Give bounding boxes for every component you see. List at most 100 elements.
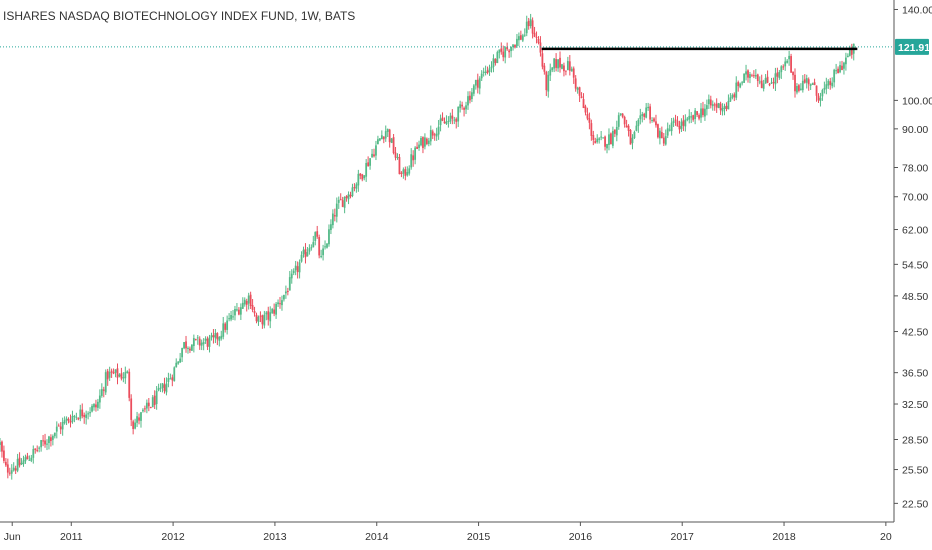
candle-body <box>261 315 264 325</box>
candle-body <box>514 44 516 48</box>
candle-body <box>377 139 379 145</box>
candle-body <box>106 370 109 380</box>
candle-body <box>283 294 285 300</box>
candle-body <box>788 55 791 60</box>
candle-body <box>731 95 734 98</box>
y-tick-label: 90.00 <box>902 124 928 136</box>
candle-body <box>711 104 714 107</box>
candle-body <box>525 21 528 34</box>
candle-body <box>320 255 323 257</box>
y-tick-label: 62.00 <box>902 225 928 237</box>
candle-body <box>613 129 616 134</box>
candle-body <box>668 129 671 131</box>
y-tick-label: 25.50 <box>902 465 928 477</box>
candle-body <box>688 115 691 120</box>
candle-body <box>161 383 164 388</box>
candle-body <box>764 77 767 84</box>
candle-body <box>563 65 565 72</box>
candle-body <box>527 20 530 27</box>
candle-body <box>733 94 736 98</box>
candle-body <box>333 215 336 217</box>
candle-body <box>210 335 213 338</box>
candle-body <box>611 131 614 146</box>
candle-body <box>192 338 195 347</box>
candle-body <box>20 462 23 465</box>
candle-body <box>657 124 659 138</box>
candle-body <box>805 77 808 83</box>
candle-body <box>545 71 548 91</box>
candle-body <box>672 120 675 123</box>
candle-body <box>617 115 620 127</box>
candle-body <box>829 81 832 85</box>
candle-body <box>173 367 176 382</box>
candle-body <box>825 84 828 89</box>
candle-body <box>398 157 401 175</box>
x-tick-label: 2015 <box>467 531 491 543</box>
candle-body <box>98 395 101 403</box>
candle-body <box>574 78 577 89</box>
candle-body <box>73 415 76 417</box>
candle-body <box>709 99 712 106</box>
candle-body <box>680 121 683 129</box>
candle-body <box>40 440 43 448</box>
candle-body <box>234 308 236 316</box>
candle-body <box>267 311 270 320</box>
candle-body <box>97 401 99 408</box>
candle-body <box>59 426 62 430</box>
candle-body <box>463 107 465 110</box>
candle-body <box>61 422 64 430</box>
candle-body <box>429 129 432 142</box>
candle-body <box>478 78 481 89</box>
time-axis[interactable]: Jun 2011 2012 2013 2014 2015 2016 2017 2018 20 <box>0 521 894 543</box>
candle-body <box>743 73 745 83</box>
candle-body <box>541 53 544 67</box>
candle-body <box>179 358 182 363</box>
chart-title: ISHARES NASDAQ BIOTECHNOLOGY INDEX FUND,… <box>3 9 355 23</box>
candle-body <box>410 154 413 168</box>
candle-body <box>480 73 483 79</box>
candle-body <box>666 128 669 136</box>
candle-body <box>725 105 728 109</box>
candle-body <box>42 440 44 442</box>
candle-body <box>328 229 330 245</box>
candle-body <box>523 34 526 36</box>
candle-body <box>375 145 377 156</box>
candle-body <box>625 125 628 128</box>
x-tick-label: Jun <box>4 531 21 543</box>
candle-body <box>576 87 579 90</box>
candle-body <box>424 137 426 147</box>
candle-body <box>194 339 197 341</box>
candle-body <box>698 115 700 119</box>
candle-body <box>65 418 68 421</box>
candle-body <box>67 418 70 422</box>
candle-body <box>108 371 111 378</box>
candle-body <box>228 318 231 320</box>
x-tick-label: 2016 <box>569 531 593 543</box>
candle-body <box>422 137 424 148</box>
candle-body <box>465 105 467 110</box>
candle-body <box>316 231 319 237</box>
candle-body <box>713 104 716 106</box>
candle-body <box>427 140 430 144</box>
candle-body <box>206 338 209 347</box>
candle-body <box>239 307 242 315</box>
candle-body <box>151 397 154 408</box>
candle-body <box>850 47 853 55</box>
candle-body <box>216 333 219 340</box>
candle-body <box>453 119 456 121</box>
candle-body <box>212 335 215 337</box>
candle-body <box>602 137 605 139</box>
price-axis[interactable]: 140.00 100.00 90.00 78.00 70.00 62.00 54.50 48.… <box>893 0 932 522</box>
candle-body <box>608 134 610 145</box>
candle-body <box>363 175 366 179</box>
candle-body <box>310 247 313 249</box>
candle-body <box>237 309 240 315</box>
candle-body <box>584 106 587 113</box>
candle-body <box>224 323 227 330</box>
candle-body <box>4 461 7 466</box>
candle-body <box>147 402 150 407</box>
candle-body <box>566 61 569 71</box>
candle-body <box>839 65 841 73</box>
candle-body <box>382 136 385 140</box>
